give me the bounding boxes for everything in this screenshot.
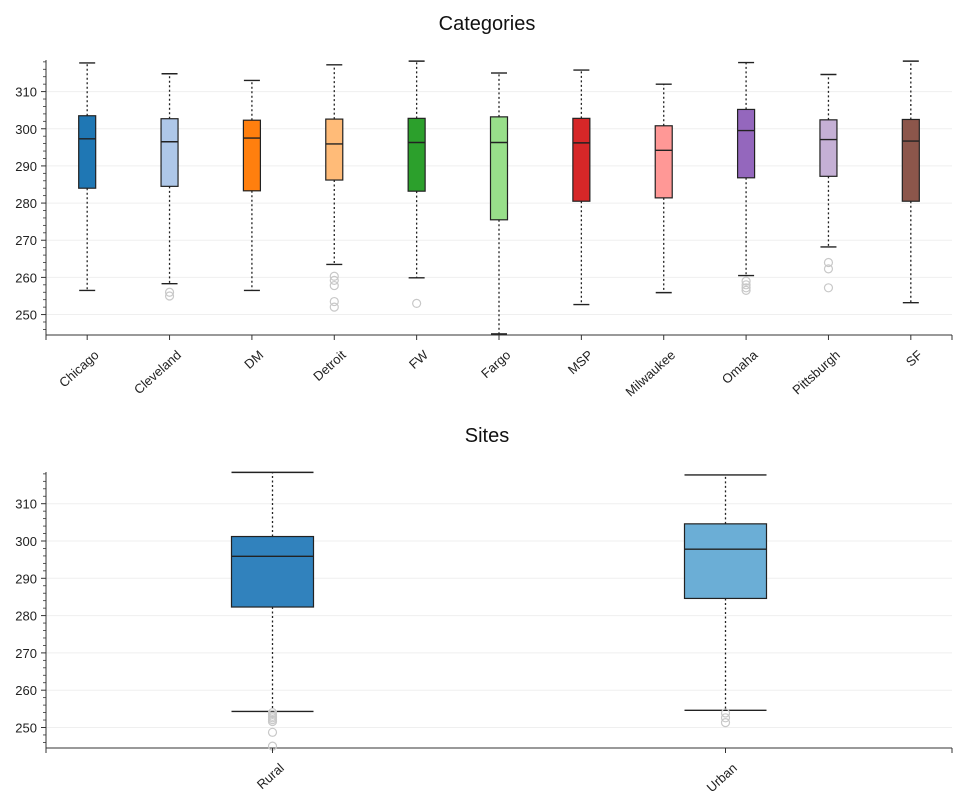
x-tick-label: FW [406,347,432,372]
x-tick-label: DM [241,347,266,372]
x-tick-label: SF [903,347,925,369]
y-tick-label: 260 [15,270,37,285]
y-tick-label: 290 [15,159,37,174]
outlier-point [741,276,751,286]
outlier-point [720,713,731,723]
y-tick-label: 310 [15,497,37,512]
x-tick-label: Chicago [56,347,101,390]
x-tick-label: Urban [704,760,740,795]
y-tick-label: 300 [15,122,37,137]
box-fargo [489,116,509,221]
box-rural [230,535,315,608]
box-urban [683,523,768,600]
x-tick-label: Omaha [719,347,761,387]
outlier-point [164,287,175,297]
y-tick-label: 300 [15,534,37,549]
outlier-point [329,296,339,307]
chart-title-sites: Sites [465,425,509,447]
y-tick-label: 280 [15,196,37,211]
panel-categories: Categories 250 260 270 280 290 300 310 Chicago C… [15,13,953,399]
x-tick-label: MSP [565,347,596,377]
y-tick-label: 290 [15,571,37,586]
outlier-point [329,280,339,291]
y-tick-label: 310 [15,85,37,100]
box-cleveland [160,118,179,187]
outlier-point [741,285,751,296]
outlier-point [267,727,278,737]
panel-sites: Sites 250 260 270 280 290 300 310 Rural Urban [15,425,953,795]
box-msp [572,117,591,202]
box-omaha [736,108,756,179]
x-tick-label: Rural [254,760,287,792]
outlier-point [412,298,422,309]
box-sf [901,118,920,202]
outlier-point [741,283,751,293]
y-tick-label: 260 [15,683,37,698]
y-tick-label: 280 [15,609,37,624]
outlier-point [267,716,278,727]
box-chicago [78,115,97,189]
outlier-point [720,718,731,728]
outlier-point [823,257,834,268]
box-fw [407,117,426,192]
y-tick-label: 250 [15,308,37,323]
x-tick-label: Detroit [310,347,349,384]
outlier-point [164,291,175,301]
outlier-point [329,275,339,285]
outlier-point [720,708,731,718]
box-pittsburgh [819,119,838,177]
outlier-point [741,280,751,290]
box-milwaukee [654,125,673,199]
y-tick-label: 270 [15,233,37,248]
outlier-point [329,271,339,281]
x-tick-label: Milwaukee [622,347,678,399]
box-dm [242,119,262,192]
x-tick-label: Fargo [478,347,513,381]
chart-title-categories: Categories [439,13,536,35]
y-tick-label: 270 [15,646,37,661]
outlier-point [329,302,339,312]
y-tick-label: 250 [15,720,37,735]
box-detroit [325,118,344,181]
outlier-point [823,264,834,274]
x-tick-label: Cleveland [131,347,184,397]
outlier-point [823,283,834,293]
x-tick-label: Pittsburgh [789,347,843,397]
